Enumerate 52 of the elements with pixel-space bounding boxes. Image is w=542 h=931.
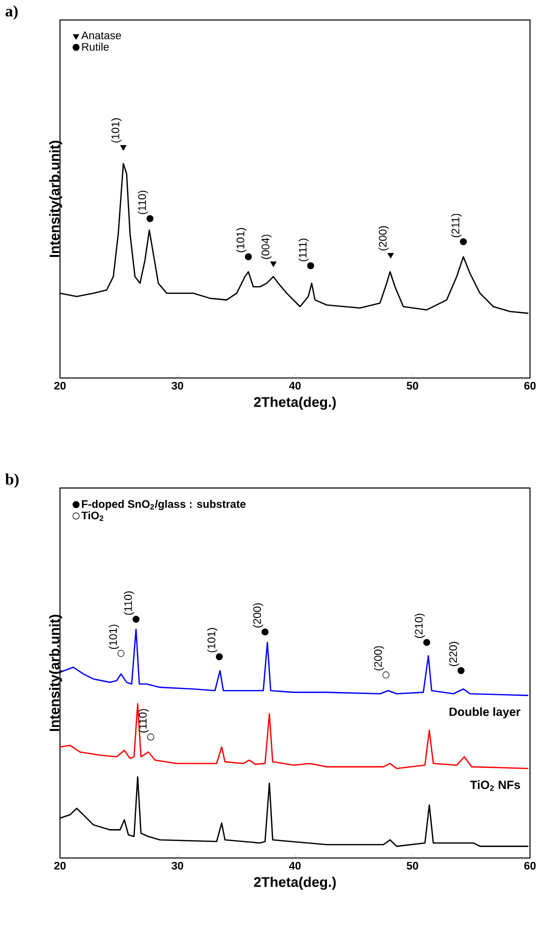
series-label: Double layer: [450, 707, 520, 718]
point: [423, 638, 430, 646]
x-tick-label: 60: [524, 382, 536, 390]
chart-title: a): [6, 5, 18, 20]
annotation: (211): [451, 214, 462, 238]
annotation: (200): [378, 226, 389, 250]
x-tick-label: 60: [524, 862, 536, 870]
x-tick-label: 30: [172, 862, 184, 870]
point: [460, 238, 467, 246]
annotation: (200): [252, 603, 264, 628]
point: [117, 650, 124, 657]
point: [147, 733, 154, 740]
y-axis-title: Intensity(arb.unit): [49, 614, 62, 731]
legend-label: TiO$_{2}$: [81, 511, 104, 521]
annotation: (111): [298, 238, 309, 262]
x-axis-title: 2Theta(deg.): [254, 876, 336, 890]
chart-title: b): [5, 473, 19, 488]
annotation: (101): [111, 118, 122, 143]
x-tick-label: 50: [406, 382, 418, 390]
annotation: (220): [448, 642, 460, 666]
x-tick-label: 20: [54, 862, 66, 870]
point: [216, 653, 223, 660]
point: [120, 145, 126, 151]
annotation: (110): [138, 709, 149, 732]
annotation: (101): [207, 628, 218, 652]
x-tick-label: 50: [406, 862, 418, 870]
annotation: (004): [261, 234, 272, 259]
point: [244, 253, 252, 260]
x-tick-label: 40: [289, 382, 301, 390]
point: [307, 262, 314, 270]
series-label: TiO$_{2}$ NFs: [470, 780, 520, 791]
legend-label: F-doped SnO$_{2}$/glass : substrate: [82, 500, 246, 510]
legend-label: Anatase: [81, 32, 121, 40]
legend-label: Rutile: [82, 42, 109, 51]
x-tick-label: 40: [289, 862, 301, 870]
x-axis-title: 2Theta(deg.): [254, 396, 336, 410]
point: [132, 616, 140, 623]
annotation: (101): [236, 228, 246, 252]
annotation: (210): [414, 614, 425, 638]
y-axis-title: Intensity(arb.unit): [49, 140, 62, 257]
x-tick-label: 30: [172, 382, 184, 390]
point: [382, 671, 390, 678]
point: [458, 667, 465, 674]
point: [270, 262, 276, 267]
annotation: (101): [108, 624, 120, 649]
x-tick-label: 20: [54, 382, 66, 390]
point: [262, 628, 269, 636]
annotation: (110): [124, 591, 134, 615]
annotation: (200): [374, 646, 384, 670]
annotation: (110): [138, 190, 148, 214]
point: [146, 215, 154, 222]
point: [388, 252, 394, 258]
